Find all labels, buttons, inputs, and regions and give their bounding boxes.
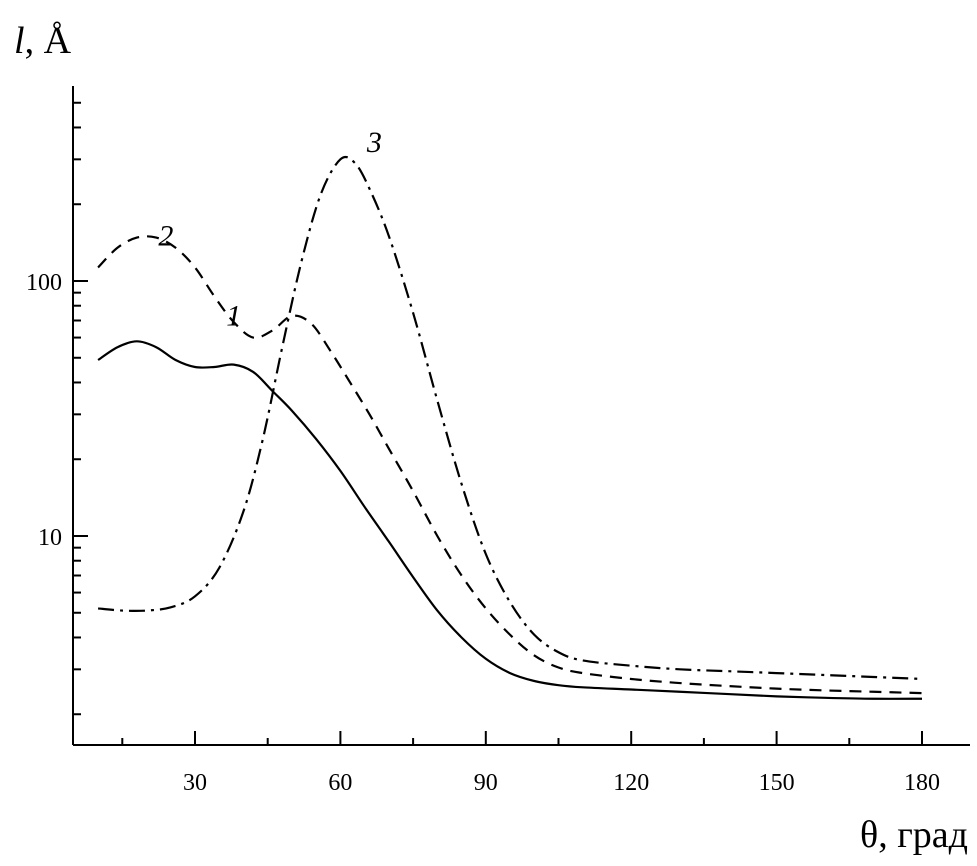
x-tick-label: 90 — [474, 770, 498, 796]
x-axis-unit: , град — [878, 814, 968, 856]
x-tick-label: 30 — [183, 770, 207, 796]
ticks — [73, 101, 923, 745]
tick-labels: 30 60 90 120 150 180 10 100 — [26, 270, 940, 796]
y-tick-label: 10 — [38, 525, 62, 551]
y-axis-title: l, Å — [14, 20, 72, 62]
plot-area: 30 60 90 120 150 180 10 100 1 2 3 — [26, 86, 970, 796]
series-group — [97, 155, 923, 700]
curve-label-2: 2 — [158, 219, 173, 252]
series-line-2 — [97, 235, 923, 695]
y-axis-symbol: l — [14, 20, 25, 62]
series-line-1 — [97, 340, 923, 700]
x-tick-label: 180 — [904, 770, 940, 796]
x-tick-label: 150 — [759, 770, 795, 796]
x-tick-label: 60 — [328, 770, 352, 796]
curve-label-3: 3 — [366, 126, 382, 159]
curve-label-1: 1 — [226, 299, 241, 332]
x-tick-label: 120 — [613, 770, 649, 796]
x-axis-title: θ, град — [860, 814, 968, 856]
y-tick-label: 100 — [26, 270, 62, 296]
y-axis-unit: , Å — [25, 20, 72, 62]
curve-labels: 1 2 3 — [158, 126, 381, 332]
x-axis-symbol: θ — [860, 814, 878, 856]
series-line-3 — [97, 155, 923, 681]
